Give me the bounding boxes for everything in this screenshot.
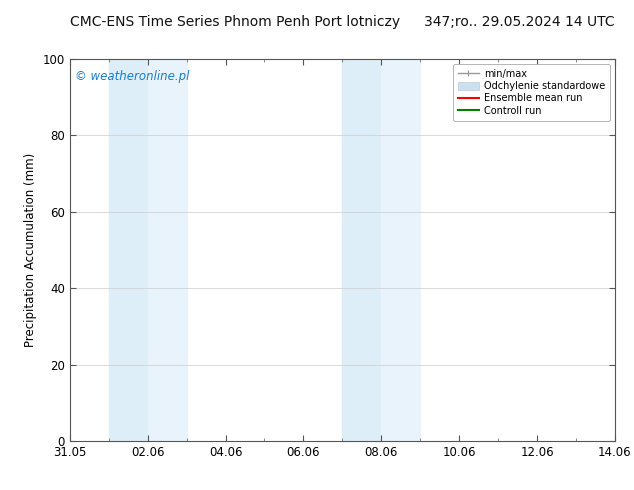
Bar (108, 59, 148, 441)
Y-axis label: Precipitation Accumulation (mm): Precipitation Accumulation (mm) (24, 153, 37, 347)
Text: CMC-ENS Time Series Phnom Penh Port lotniczy: CMC-ENS Time Series Phnom Penh Port lotn… (70, 15, 400, 29)
Text: 347;ro.. 29.05.2024 14 UTC: 347;ro.. 29.05.2024 14 UTC (424, 15, 615, 29)
Legend: min/max, Odchylenie standardowe, Ensemble mean run, Controll run: min/max, Odchylenie standardowe, Ensembl… (453, 64, 610, 121)
Bar (148, 59, 186, 441)
Bar (342, 59, 381, 441)
Text: © weatheronline.pl: © weatheronline.pl (75, 70, 190, 83)
Bar (381, 59, 420, 441)
